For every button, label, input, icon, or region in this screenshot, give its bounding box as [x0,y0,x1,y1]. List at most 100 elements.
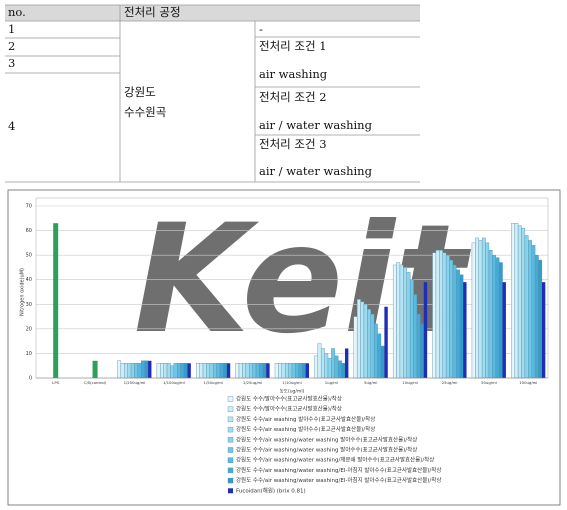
bar [156,363,161,379]
bar [360,301,365,379]
bar [160,363,164,379]
x-tick-label: 1ug/ml [325,380,338,385]
bar [266,363,270,378]
bar [498,262,503,379]
legend-label: Fucoidan(해원) (brix 0.81) [236,486,306,494]
bar [380,345,385,379]
bar [314,355,318,379]
bar [456,269,460,379]
bar [538,259,543,379]
legend-label: 강원도 수수/air washing/water washing/재분쇄 발아수… [236,456,434,464]
legend-swatch [227,477,234,484]
bar [452,264,457,379]
bar [317,343,322,379]
bar [259,363,264,379]
header-cell: no. [8,5,26,19]
bar [130,363,135,379]
bar [531,245,536,379]
bar [420,323,424,379]
bar [356,299,361,379]
condition-cell: air / water washing [259,164,373,178]
condition-cell: - [259,22,263,36]
bar [514,222,519,379]
bar [334,355,339,379]
bar [435,250,440,379]
y-tick-label: 20 [26,326,32,332]
legend-label: 강원도 수수/발아수수(표고균사발효산물)/착상 [236,395,342,403]
bar [377,333,382,379]
x-tick-label: 1/100ug/ml [163,380,185,385]
bar [344,348,349,378]
y-axis-label: Nitrogen oxide(uM) [20,268,26,316]
bar [353,316,358,379]
bar [409,279,414,379]
bar [137,363,142,379]
condition-cell: 전처리 조건 2 [259,90,327,104]
legend-swatch [227,426,234,433]
bar [524,235,529,379]
bar [291,363,296,379]
bar [209,363,214,379]
bar [396,262,401,379]
bar [449,259,454,379]
bar [124,363,128,379]
bar [92,360,98,378]
bar [177,363,181,379]
no-cell: 3 [8,56,15,70]
bar [245,363,250,379]
legend-label: 강원도 수수/air washing/water washing/EI-아침지 … [236,476,441,484]
bar [442,252,447,379]
bar [406,272,411,379]
x-tick-label: 100ug/ml [519,380,537,385]
bar [324,353,329,379]
bar [416,313,421,379]
region-cell: 수수원곡 [124,105,166,119]
legend-label: 강원도 수수/발아수수(표고균사발효산물)/착상 [236,405,342,413]
no-cell: 2 [8,39,15,53]
bar [534,254,539,379]
bar [235,363,240,379]
bar [528,240,532,379]
bar [331,348,335,379]
x-tick-label: 1/25ug/ml [243,380,262,385]
x-tick-label: 25ug/ml [442,380,458,385]
bar [202,363,207,379]
bar [183,363,188,379]
bar [413,294,418,379]
bar [439,250,443,379]
legend-swatch [227,467,234,474]
legend-label: 강원도 수수/air washing/water washing/EI-아침지 … [236,466,441,474]
bar [262,363,267,379]
y-tick-label: 50 [26,253,32,259]
legend-label: 강원도 수수/air washing 발아수수(표고균사발효산물)/착상 [236,425,375,433]
bar [238,363,243,379]
bar [492,254,496,379]
condition-cell: 전처리 조건 1 [259,39,327,53]
legend-label: 강원도 수수/air washing/water washing 발아수수(표고… [236,446,417,454]
bar [495,257,500,379]
bar [223,363,228,379]
bar [53,223,59,378]
bar [463,282,467,378]
bar [255,363,260,379]
bar [163,363,168,379]
bar [213,363,217,379]
legend-swatch [227,437,234,443]
x-tick-label: 1/250ug/ml [124,380,146,385]
bar [370,313,375,379]
bar [471,242,476,379]
bar [285,363,289,379]
x-tick-label: 5ug/ml [364,380,377,385]
bar [242,363,247,379]
bar [141,360,145,379]
bar [305,363,309,378]
bar [502,282,506,378]
bar [384,306,388,378]
condition-cell: air / water washing [259,118,373,132]
bar [459,274,464,379]
no-cell: 4 [8,119,15,133]
region-cell: 강원도 [124,85,156,99]
condition-cell: air washing [259,67,328,81]
bar [166,363,171,379]
